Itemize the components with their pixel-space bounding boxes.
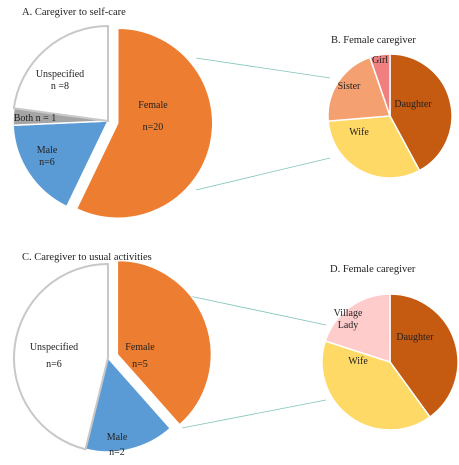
pie-b-label-daughter: Daughter <box>394 99 432 110</box>
pie-a-label-female: Female <box>138 100 168 111</box>
pie-c-label-unspecified-count: n=6 <box>46 359 62 370</box>
pie-d-slice-village-lady <box>324 293 391 364</box>
pie-c-label-female: Female <box>125 342 155 353</box>
pie-a-slice-male <box>12 120 110 208</box>
connector-line-lower <box>195 157 331 191</box>
chart-c-title: C. Caregiver to usual activities <box>22 252 152 263</box>
pie-b-slice-girl <box>368 53 391 117</box>
pie-b-label-wife: Wife <box>349 127 369 138</box>
pie-d-label-wife: Wife <box>348 356 368 367</box>
pie-b-label-sister: Sister <box>338 81 361 92</box>
pie-a-slice-female <box>75 27 214 219</box>
pie-c-label-female-count: n=5 <box>132 359 148 370</box>
connector-lines-top <box>195 57 331 191</box>
pie-c-label-male-count: n=2 <box>109 447 125 458</box>
pie-d-slice-daughter <box>389 293 459 419</box>
pie-d-label-village-lady: Village Lady <box>334 308 363 331</box>
pie-a-label-unspecified: Unspecified <box>36 69 84 80</box>
pie-chart-d: Daughter Wife Village Lady <box>321 293 459 431</box>
connector-line-upper <box>195 57 331 79</box>
connector-lines-bottom <box>179 293 327 429</box>
pie-a-label-female-count: n=20 <box>143 122 164 133</box>
pie-b-slice-wife <box>327 115 421 179</box>
pie-a-label-male: Male <box>37 145 58 156</box>
pie-c-slice-male <box>84 356 172 453</box>
pie-a-label-male-count: n=6 <box>39 157 55 168</box>
pie-c-slice-female <box>116 259 213 426</box>
pie-a-label-both: Both n = 1 <box>14 113 57 124</box>
pie-c-label-unspecified: Unspecified <box>30 342 78 353</box>
connector-line-upper <box>179 293 327 326</box>
pie-b-label-girl: Girl <box>372 55 388 66</box>
pie-d-label-daughter: Daughter <box>396 332 434 343</box>
connector-line-lower <box>181 399 327 429</box>
chart-a-title: A. Caregiver to self-care <box>22 7 126 18</box>
pie-a-label-unspecified-count: n =8 <box>51 81 69 92</box>
pie-chart-b: Daughter Wife Sister Girl <box>327 53 453 179</box>
chart-d-title: D. Female caregiver <box>330 264 416 275</box>
pie-b-slice-sister <box>327 56 392 122</box>
pie-b-slice-daughter <box>389 53 453 172</box>
pie-chart-c: Female n=5 Male n=2 Unspecified n=6 <box>13 259 213 458</box>
pie-c-label-male: Male <box>107 432 128 443</box>
chart-b-title: B. Female caregiver <box>331 35 416 46</box>
pie-c-slice-unspecified <box>13 262 109 451</box>
pie-a-slice-unspecified <box>12 24 109 123</box>
pie-d-slice-wife <box>321 340 432 431</box>
